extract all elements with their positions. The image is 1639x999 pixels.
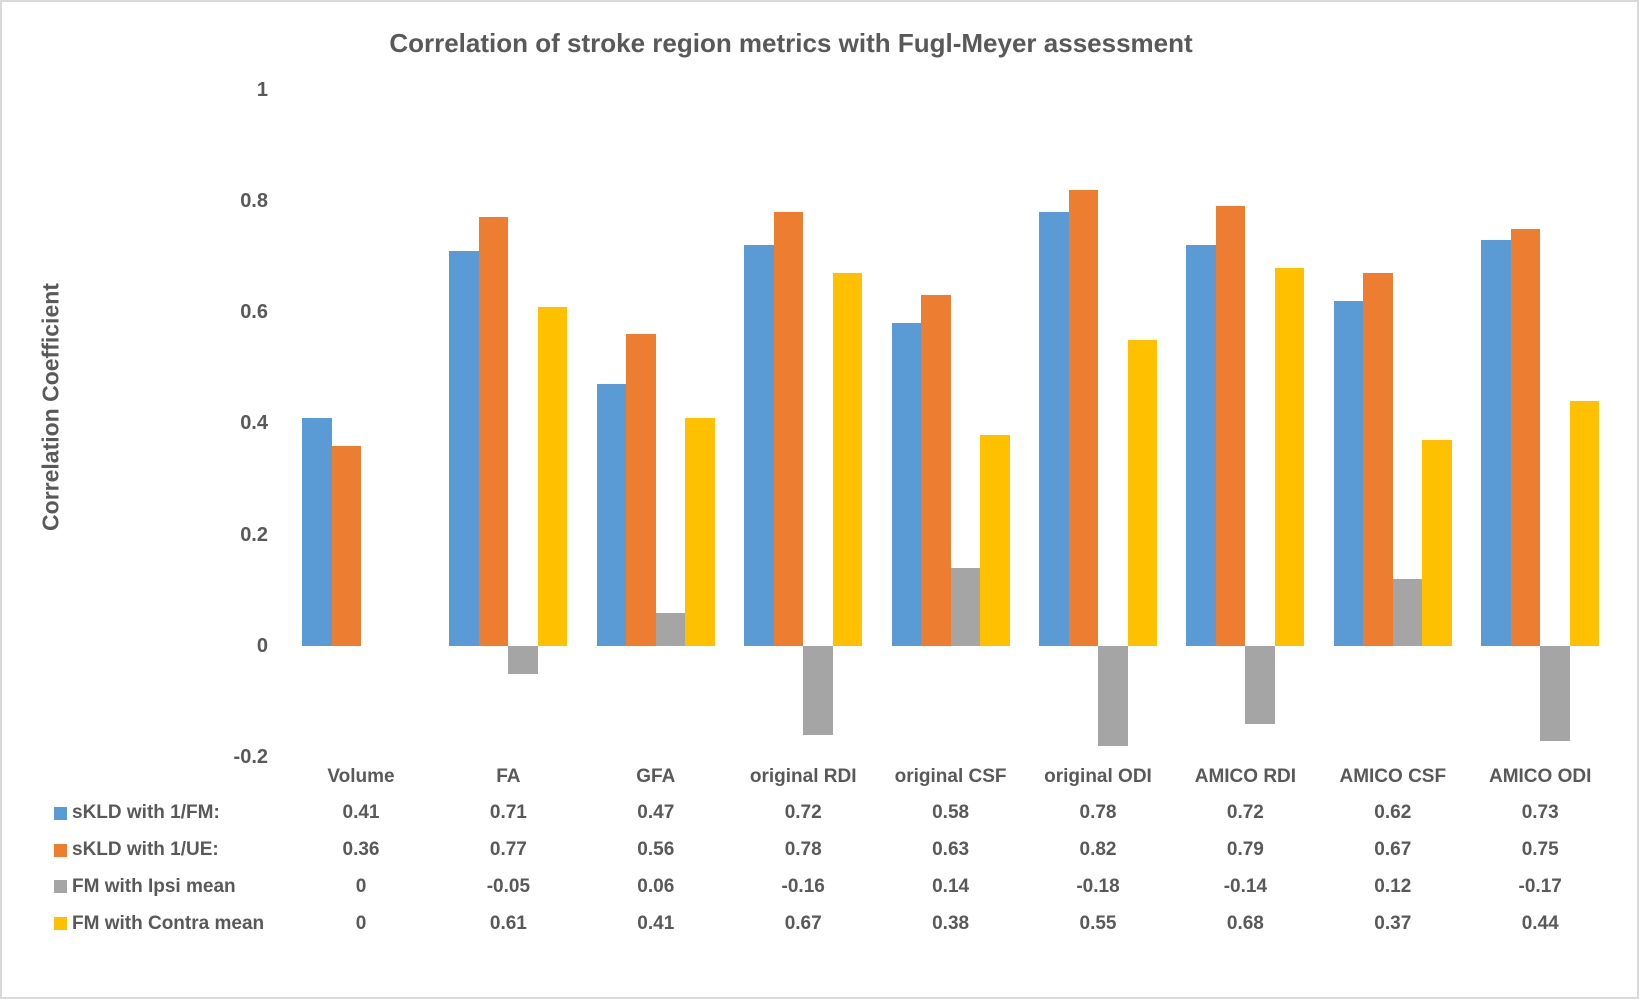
y-axis-tick-label: 0.8 (240, 189, 268, 212)
bar-series-1-cat-6 (1039, 211, 1069, 646)
table-value-cell: -0.18 (1076, 875, 1120, 897)
bar-series-1-cat-8 (1333, 300, 1364, 646)
bar-series-2-cat-8 (1363, 273, 1393, 646)
table-value-cell: 0 (355, 875, 367, 897)
y-axis-tick-label: 0.4 (240, 412, 268, 435)
table-value-cell: 0.63 (932, 839, 970, 860)
bar-series-2-cat-7 (1215, 206, 1246, 646)
legend-series-label: sKLD with 1/FM: (72, 802, 220, 823)
table-value-cell: 0.73 (1521, 802, 1559, 823)
bar-series-3-cat-7 (1245, 646, 1275, 724)
category-label: AMICO ODI (1488, 766, 1592, 787)
table-value-cell: 0.14 (932, 875, 970, 897)
bar-series-2-cat-4 (773, 211, 804, 646)
y-axis-tick-label: 1 (256, 78, 268, 101)
table-value-cell: 0.75 (1521, 839, 1559, 860)
table-value-cell: 0.78 (1079, 802, 1117, 823)
bar-series-2-cat-6 (1068, 189, 1098, 646)
table-value-cell: 0.71 (489, 802, 527, 823)
table-value-cell: -0.17 (1518, 875, 1562, 897)
bar-series-2-cat-5 (921, 295, 951, 646)
chart-title: Correlation of stroke region metrics wit… (389, 28, 1193, 58)
legend-series-label: FM with Contra mean (72, 912, 265, 934)
category-label: original CSF (894, 766, 1007, 787)
table-value-cell: 0.36 (342, 839, 380, 860)
table-value-cell: 0.82 (1079, 839, 1117, 860)
bar-series-1-cat-2 (449, 250, 479, 646)
bar-series-4-cat-5 (980, 434, 1010, 646)
legend-key-swatch (54, 843, 67, 857)
table-value-cell: 0.72 (784, 802, 822, 823)
bar-series-4-cat-3 (685, 417, 715, 646)
table-value-cell: 0 (355, 912, 367, 934)
bar-series-4-cat-6 (1127, 339, 1157, 646)
bar-series-3-cat-2 (508, 646, 538, 674)
bar-series-2-cat-9 (1510, 228, 1541, 646)
bar-series-4-cat-7 (1274, 267, 1305, 646)
table-value-cell: 0.79 (1226, 839, 1264, 860)
table-value-cell: -0.14 (1223, 875, 1268, 897)
bar-series-3-cat-5 (950, 568, 981, 646)
table-value-cell: -0.16 (781, 875, 825, 897)
y-axis-tick-label: -0.2 (233, 746, 268, 769)
table-value-cell: 0.37 (1374, 912, 1412, 934)
bar-series-1-cat-4 (744, 245, 774, 646)
category-label: original RDI (749, 766, 857, 787)
table-value-cell: 0.72 (1226, 802, 1264, 823)
table-value-cell: 0.56 (637, 839, 675, 860)
category-label: original ODI (1044, 766, 1152, 787)
table-value-cell: 0.41 (637, 912, 675, 934)
table-value-cell: -0.05 (486, 875, 531, 897)
table-value-cell: 0.44 (1521, 912, 1559, 934)
table-value-cell: 0.67 (1374, 839, 1412, 860)
bar-series-1-cat-3 (596, 384, 627, 646)
legend-key-swatch (54, 806, 67, 820)
bar-series-4-cat-2 (537, 306, 568, 646)
table-value-cell: 0.67 (784, 912, 822, 934)
category-label: FA (496, 766, 521, 787)
bar-series-3-cat-3 (655, 612, 686, 646)
table-value-cell: 0.12 (1374, 875, 1412, 897)
y-axis-tick-label: 0.2 (240, 523, 268, 546)
table-value-cell: 0.77 (489, 839, 527, 860)
bar-series-1-cat-9 (1481, 239, 1511, 646)
y-axis-title: Correlation Coefficient (37, 283, 64, 531)
category-label: Volume (327, 766, 395, 787)
bar-series-1-cat-1 (302, 417, 332, 646)
category-label: AMICO RDI (1194, 766, 1297, 787)
table-value-cell: 0.55 (1079, 912, 1117, 934)
bar-series-3-cat-8 (1392, 579, 1423, 646)
bar-series-2-cat-3 (626, 334, 656, 646)
table-value-cell: 0.62 (1374, 802, 1412, 823)
y-axis-tick-label: 0.6 (240, 301, 268, 324)
bar-series-2-cat-2 (478, 217, 509, 646)
table-value-cell: 0.06 (637, 875, 675, 897)
bar-series-3-cat-4 (803, 646, 833, 736)
y-axis-tick-label: 0 (256, 635, 268, 657)
table-value-cell: 0.78 (784, 839, 822, 860)
bar-series-3-cat-9 (1540, 646, 1570, 741)
table-value-cell: 0.58 (932, 802, 970, 823)
table-value-cell: 0.47 (637, 802, 675, 823)
legend-series-label: FM with Ipsi mean (72, 875, 236, 897)
bar-series-4-cat-8 (1422, 440, 1452, 646)
category-label: GFA (636, 766, 676, 787)
bar-series-1-cat-7 (1186, 245, 1216, 646)
legend-key-swatch (54, 880, 67, 893)
bar-series-1-cat-5 (891, 323, 922, 646)
legend-series-label: sKLD with 1/UE: (72, 839, 219, 860)
bar-series-4-cat-9 (1569, 401, 1600, 646)
bar-series-4-cat-4 (832, 273, 863, 646)
category-label: AMICO CSF (1339, 766, 1447, 787)
bar-series-3-cat-6 (1098, 646, 1128, 747)
bar-series-2-cat-1 (331, 445, 361, 646)
table-value-cell: 0.68 (1226, 912, 1264, 934)
table-value-cell: 0.61 (489, 912, 527, 934)
legend-key-swatch (54, 917, 67, 930)
table-value-cell: 0.41 (342, 802, 380, 823)
table-value-cell: 0.38 (932, 912, 970, 934)
